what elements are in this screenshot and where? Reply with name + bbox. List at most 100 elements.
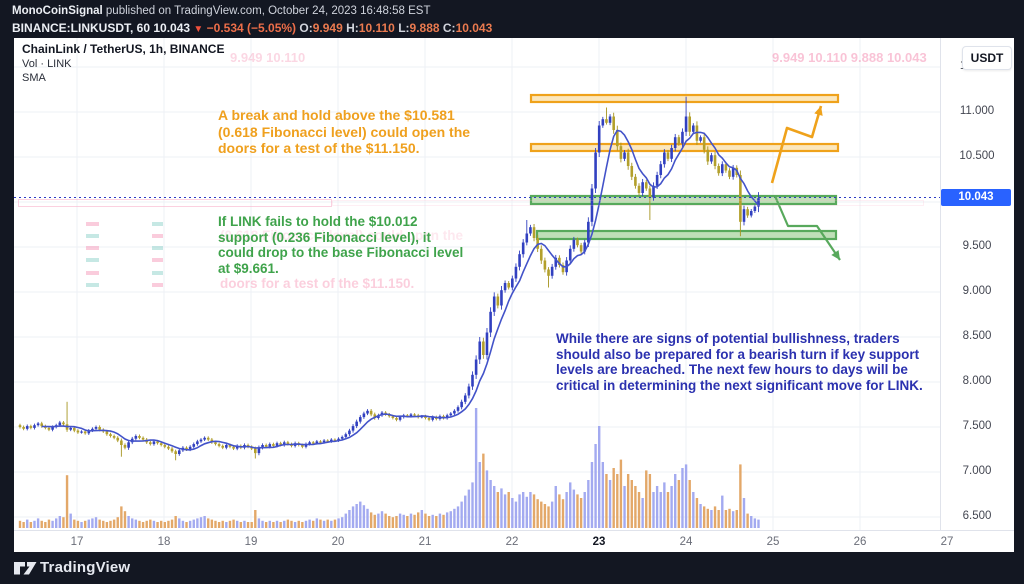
candle-body xyxy=(554,257,558,267)
candle-body xyxy=(254,448,257,454)
candle-body xyxy=(594,152,597,189)
candle-body xyxy=(746,209,749,216)
volume-bar xyxy=(467,489,471,528)
support-9.661-zone[interactable] xyxy=(535,229,838,241)
currency-toggle-button[interactable]: USDT xyxy=(962,46,1012,70)
volume-bar xyxy=(699,504,702,528)
volume-bar xyxy=(406,516,409,528)
candle-body xyxy=(684,116,688,132)
price-tick-7.000: 7.000 xyxy=(962,465,992,477)
support-10.012-zone[interactable] xyxy=(529,194,838,206)
volume-bar xyxy=(547,506,550,528)
volume-bar xyxy=(308,519,311,528)
candle-body xyxy=(431,417,434,420)
annotation-line: A break and hold above the $10.581 xyxy=(218,107,455,123)
volume-bar xyxy=(380,511,384,528)
candle-body xyxy=(702,137,706,150)
legend-symbol[interactable]: ChainLink / TetherUS, 1h, BINANCE xyxy=(22,42,225,56)
volume-bar xyxy=(684,464,688,528)
volume-bar xyxy=(417,512,420,528)
volume-bar xyxy=(666,492,670,528)
volume-bar xyxy=(221,520,224,528)
tradingview-logo-text[interactable]: TradingView xyxy=(40,559,131,576)
candle-body xyxy=(677,137,681,144)
candle-body xyxy=(159,443,163,445)
candle-body xyxy=(174,451,177,454)
candle-body xyxy=(91,428,94,431)
candle-body xyxy=(358,417,362,422)
volume-bar xyxy=(69,513,72,528)
time-tick-25: 25 xyxy=(766,536,780,548)
volume-bar xyxy=(757,519,760,528)
candle-body xyxy=(163,445,167,447)
volume-bar xyxy=(29,522,33,528)
symbol-statusline: BINANCE:LINKUSDT, 60 10.043 ▼ −0.534 (−5… xyxy=(12,20,1012,38)
low-label: L: xyxy=(398,21,410,35)
candle-body xyxy=(644,182,648,189)
volume-bar xyxy=(58,516,62,528)
volume-bar xyxy=(55,518,58,528)
volume-bar xyxy=(330,520,333,528)
volume-bar xyxy=(290,520,293,528)
resistance-11.150-zone[interactable] xyxy=(529,93,840,104)
volume-bar xyxy=(116,517,119,528)
volume-bar xyxy=(268,520,271,528)
price-chart-plot[interactable] xyxy=(14,38,940,530)
volume-bar xyxy=(652,492,655,528)
legend-volume[interactable]: Vol · LINK xyxy=(22,58,72,70)
candle-body xyxy=(228,445,232,447)
time-tick-21: 21 xyxy=(418,536,432,548)
tradingview-logo-icon[interactable] xyxy=(14,561,38,576)
volume-bar xyxy=(257,518,261,528)
candle-body xyxy=(692,125,695,132)
volume-bar xyxy=(521,492,525,528)
bullish-projection-arrow[interactable] xyxy=(770,105,823,184)
candle-body xyxy=(214,442,217,445)
candle-body xyxy=(330,439,333,442)
volume-bar xyxy=(22,522,25,528)
volume-bar xyxy=(677,480,681,528)
volume-bar xyxy=(214,520,217,528)
volume-bar xyxy=(366,508,369,528)
volume-bar xyxy=(174,516,177,528)
candle-body xyxy=(366,410,369,414)
volume-bar xyxy=(312,520,315,528)
chart-panel[interactable]: ChainLink / TetherUS, 1h, BINANCE Vol · … xyxy=(14,38,1014,552)
volume-bar xyxy=(702,506,706,528)
price-tick-10.500: 10.500 xyxy=(959,150,995,162)
volume-bar xyxy=(80,522,83,528)
last-price-axis-label: 10.043 xyxy=(941,189,1011,206)
annotation-line: could drop to the base Fibonacci level xyxy=(218,245,464,261)
volume-bar xyxy=(18,520,22,528)
publish-byline: MonoCoinSignal published on TradingView.… xyxy=(12,3,1012,19)
candle-body xyxy=(225,445,228,448)
volume-bar xyxy=(388,516,391,528)
bearish-projection-arrow[interactable] xyxy=(773,195,841,261)
bullish-projection-arrow-head xyxy=(814,106,823,116)
candle-body xyxy=(391,416,395,418)
volume-bar xyxy=(587,480,590,528)
price-tick-11.000: 11.000 xyxy=(959,105,995,117)
volume-bar xyxy=(735,510,738,528)
candle-body xyxy=(590,188,594,222)
volume-bar xyxy=(728,508,731,528)
volume-bar xyxy=(185,522,188,528)
candle-body xyxy=(630,166,634,177)
candle-body xyxy=(272,444,275,446)
legend-sma[interactable]: SMA xyxy=(22,72,46,84)
annotation-outlook-blue: While there are signs of potential bulli… xyxy=(556,331,923,394)
volume-bar xyxy=(572,489,576,528)
candle-body xyxy=(308,442,311,445)
price-tick-8.500: 8.500 xyxy=(962,330,992,342)
candle-body xyxy=(232,446,235,449)
volume-bar xyxy=(692,492,695,528)
candle-body xyxy=(94,427,98,429)
low-value: 9.888 xyxy=(409,21,440,35)
volume-bar xyxy=(377,513,380,528)
volume-bar xyxy=(340,517,344,528)
time-tick-17: 17 xyxy=(70,536,84,548)
volume-bar xyxy=(156,522,159,528)
candle-body xyxy=(492,296,496,312)
candle-body xyxy=(18,425,22,427)
